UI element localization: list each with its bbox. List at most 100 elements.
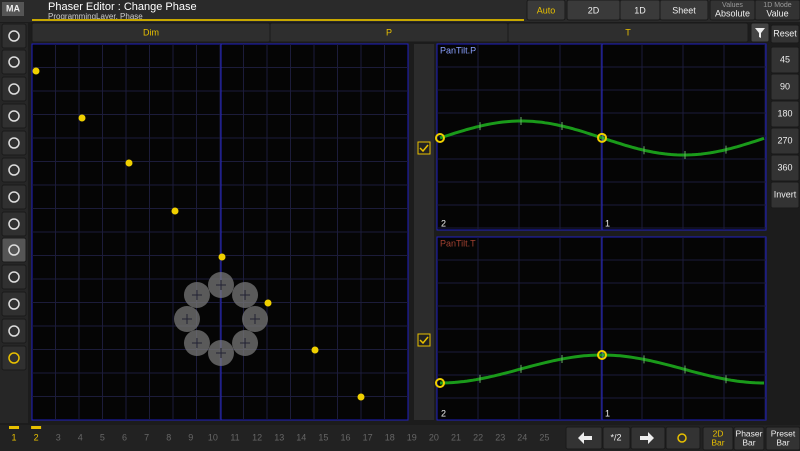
view-button-label: 2D (588, 5, 600, 15)
tool-button[interactable] (1, 211, 27, 237)
step-label[interactable]: 5 (100, 432, 105, 442)
step-label[interactable]: 10 (208, 432, 218, 442)
step-label[interactable]: 4 (78, 432, 83, 442)
step-label[interactable]: 25 (539, 432, 549, 442)
logo: MA (6, 3, 20, 13)
attribute-tab[interactable] (507, 22, 749, 43)
step-label[interactable]: 15 (318, 432, 328, 442)
bar-button-label: Phaser (736, 428, 763, 438)
phase-point (357, 393, 365, 401)
graph-checkbox[interactable] (417, 141, 431, 155)
step-label[interactable]: 22 (473, 432, 483, 442)
speed-label: */2 (610, 432, 621, 442)
step-label[interactable]: 6 (122, 432, 127, 442)
phase-button[interactable] (770, 127, 800, 155)
filter-icon (755, 28, 765, 38)
view-button[interactable] (526, 0, 566, 21)
step-label[interactable]: 23 (495, 432, 505, 442)
bar-button-label: Bar (776, 437, 789, 447)
fixture-cross (216, 348, 226, 358)
attribute-tab-label: Dim (143, 27, 159, 37)
step-label[interactable]: 12 (252, 432, 262, 442)
bar-button[interactable] (733, 426, 765, 451)
step-label[interactable]: 8 (166, 432, 171, 442)
tool-button[interactable] (1, 103, 27, 129)
phase-point (78, 114, 86, 122)
tool-button[interactable] (1, 76, 27, 102)
group-button[interactable] (665, 426, 701, 450)
tool-icon (8, 30, 20, 42)
phase-point (218, 253, 226, 261)
setting-value: Value (766, 8, 788, 18)
title-underline (32, 19, 524, 21)
tool-button[interactable] (1, 345, 27, 371)
step-label[interactable]: 13 (274, 432, 284, 442)
step-label[interactable]: 1 (11, 432, 16, 442)
step-label[interactable]: 17 (363, 432, 373, 442)
tool-button[interactable] (1, 291, 27, 317)
fixture-cross (191, 338, 202, 349)
phase-button[interactable] (770, 154, 800, 182)
step-label[interactable]: 2 (34, 432, 39, 442)
bar-button-label: Bar (742, 437, 755, 447)
tool-button[interactable] (1, 130, 27, 156)
step-label[interactable]: 20 (429, 432, 439, 442)
phase-curve (439, 119, 765, 157)
step-label[interactable]: 18 (385, 432, 395, 442)
tool-button[interactable] (1, 157, 27, 183)
attribute-tab-label: T (625, 27, 631, 37)
tool-button[interactable] (1, 318, 27, 344)
phase-point (32, 67, 40, 75)
phase-button[interactable] (770, 24, 800, 44)
tool-button[interactable] (1, 184, 27, 210)
subtitle: ProgrammingLayer, Phase (48, 12, 143, 21)
phase-point (171, 207, 179, 215)
phase-button[interactable] (770, 100, 800, 128)
tool-button[interactable] (1, 264, 27, 290)
prev-arrow (578, 432, 592, 444)
phase-button[interactable] (770, 73, 800, 101)
phase-button-label: 270 (777, 135, 792, 145)
fixture-cross (250, 314, 260, 324)
phase-button-label: 360 (777, 162, 792, 172)
tool-button[interactable] (1, 49, 27, 75)
curve-point (597, 132, 607, 143)
tool-icon (8, 298, 20, 310)
step-label[interactable]: 16 (340, 432, 350, 442)
phase-button-label: 180 (777, 108, 792, 118)
phase-button-label: 45 (780, 54, 790, 64)
fixture-cross (240, 338, 251, 349)
step-label[interactable]: 9 (188, 432, 193, 442)
step-label[interactable]: 19 (407, 432, 417, 442)
check-mark (419, 336, 429, 345)
fixture-cross (182, 314, 192, 324)
bar-button[interactable] (765, 426, 800, 451)
bar-button-label: Preset (771, 428, 796, 438)
tool-icon (8, 191, 20, 203)
phase-button[interactable] (770, 46, 800, 74)
tool-button[interactable] (1, 23, 27, 49)
step-label[interactable]: 14 (296, 432, 306, 442)
check-mark (419, 144, 429, 153)
phase-curve (440, 353, 764, 385)
bar-button-label: Bar (711, 437, 724, 447)
bar-button[interactable] (702, 426, 734, 451)
step-label[interactable]: 3 (56, 432, 61, 442)
graph-title: PanTilt.P (440, 45, 476, 55)
graph-checkbox[interactable] (417, 333, 431, 347)
step-label[interactable]: 11 (230, 432, 239, 442)
setting-value: Absolute (715, 8, 750, 18)
step-label[interactable]: 7 (144, 432, 149, 442)
tool-icon (8, 110, 20, 122)
step-label[interactable]: 21 (451, 432, 461, 442)
view-button-label: Sheet (672, 5, 696, 15)
step-label[interactable]: 24 (517, 432, 527, 442)
phase-point (264, 299, 272, 307)
view-button[interactable] (659, 0, 709, 21)
graph-step-right: 1 (605, 408, 610, 418)
speed-button[interactable] (602, 426, 631, 450)
phase-button[interactable] (770, 181, 800, 209)
tool-button[interactable] (1, 237, 27, 263)
setting-button[interactable] (754, 0, 800, 21)
